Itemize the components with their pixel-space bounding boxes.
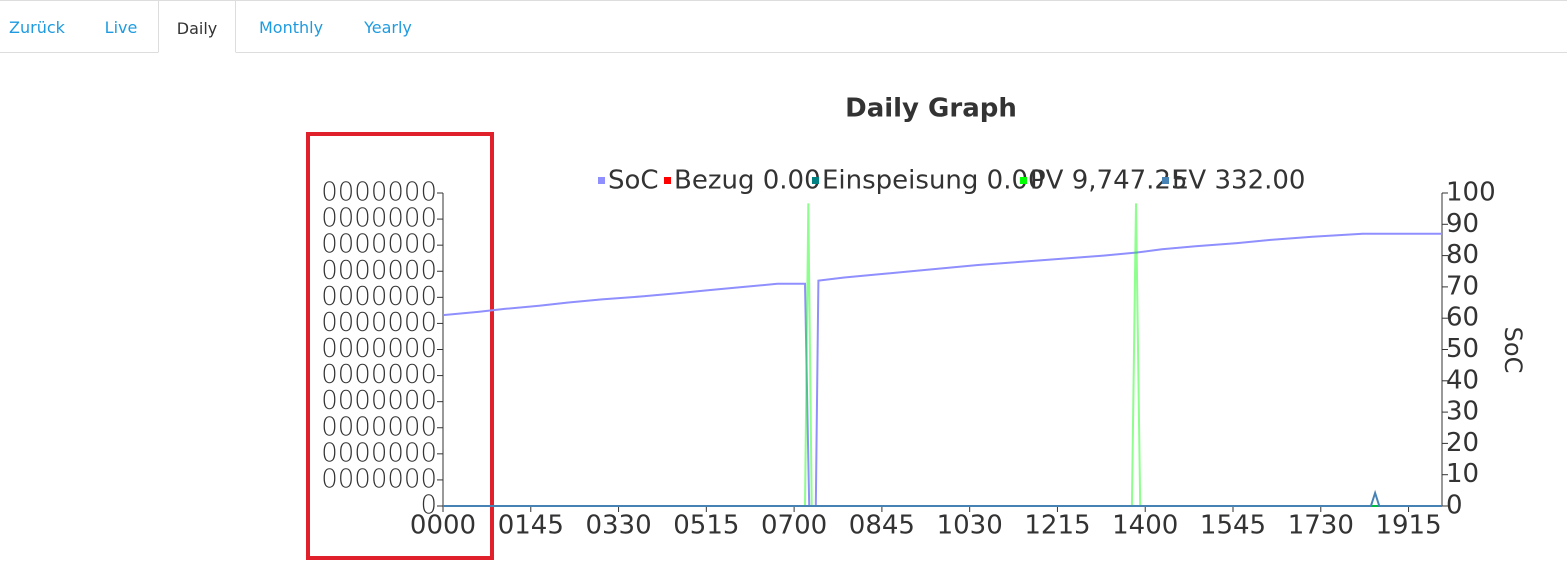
x-tick-label: 0845 xyxy=(849,511,915,541)
series-line xyxy=(443,203,1442,507)
tab[interactable]: Monthly xyxy=(258,18,324,37)
y-tick-label: 0000000 xyxy=(321,464,437,494)
legend-label: EV 332.00 xyxy=(1172,166,1305,196)
y-tick-label: 0000000 xyxy=(321,256,437,286)
tab[interactable]: Yearly xyxy=(364,18,412,37)
y2-tick-label: 80 xyxy=(1446,240,1479,270)
legend-marker xyxy=(1020,177,1027,184)
x-tick-label: 1545 xyxy=(1200,511,1266,541)
y-tick-label: 0000000 xyxy=(321,230,437,260)
legend-marker xyxy=(1162,177,1169,184)
legend-label: SoC xyxy=(608,166,659,196)
x-tick-label: 1730 xyxy=(1288,511,1354,541)
y2-tick-label: 100 xyxy=(1446,178,1496,208)
x-tick-label: 0000 xyxy=(410,511,476,541)
series-line xyxy=(443,489,1442,507)
y2-tick-label: 50 xyxy=(1446,334,1479,364)
chart-title: Daily Graph xyxy=(845,94,1017,124)
x-tick-label: 0515 xyxy=(673,511,739,541)
y2-tick-label: 20 xyxy=(1446,428,1479,458)
y2-tick-label: 30 xyxy=(1446,397,1479,427)
tab[interactable]: Live xyxy=(104,18,138,37)
y2-axis-title: SoC xyxy=(1499,327,1527,374)
series-line xyxy=(442,232,1442,507)
x-tick-label: 0145 xyxy=(498,511,564,541)
y-tick-label: 0000000 xyxy=(321,334,437,364)
y-tick-label: 0 xyxy=(420,491,437,521)
y2-tick-label: 10 xyxy=(1446,459,1479,489)
x-tick-label: 1215 xyxy=(1024,511,1090,541)
y-tick-label: 0000000 xyxy=(321,438,437,468)
y-tick-label: 0000000 xyxy=(321,204,437,234)
x-tick-label: 0330 xyxy=(585,511,651,541)
y2-tick-label: 70 xyxy=(1446,271,1479,301)
legend-label: Bezug 0.00 xyxy=(674,166,821,196)
y-tick-label: 0000000 xyxy=(321,282,437,312)
x-tick-label: 1030 xyxy=(937,511,1003,541)
y-tick-label: 0000000 xyxy=(321,412,437,442)
y-tick-label: 0000000 xyxy=(321,308,437,338)
tab-bar: Zurück Live Daily Monthly Yearly xyxy=(0,0,1567,53)
highlight-box xyxy=(306,132,494,560)
y2-tick-label: 60 xyxy=(1446,303,1479,333)
tab-active[interactable]: Daily xyxy=(158,0,236,53)
tab[interactable]: Zurück xyxy=(9,18,65,37)
legend-label: PV 9,747.25 xyxy=(1030,166,1188,196)
x-tick-label: 0700 xyxy=(761,511,827,541)
legend-marker xyxy=(664,177,671,184)
y2-tick-label: 0 xyxy=(1446,491,1463,521)
x-tick-label: 1915 xyxy=(1375,511,1441,541)
y-tick-label: 0000000 xyxy=(321,360,437,390)
y2-tick-label: 40 xyxy=(1446,365,1479,395)
y-tick-label: 0000000 xyxy=(321,178,437,208)
y-tick-label: 0000000 xyxy=(321,386,437,416)
x-tick-label: 1400 xyxy=(1112,511,1178,541)
y2-tick-label: 90 xyxy=(1446,209,1479,239)
legend-label: Einspeisung 0.00 xyxy=(822,166,1045,196)
legend-marker xyxy=(598,177,605,184)
legend-marker xyxy=(812,177,819,184)
